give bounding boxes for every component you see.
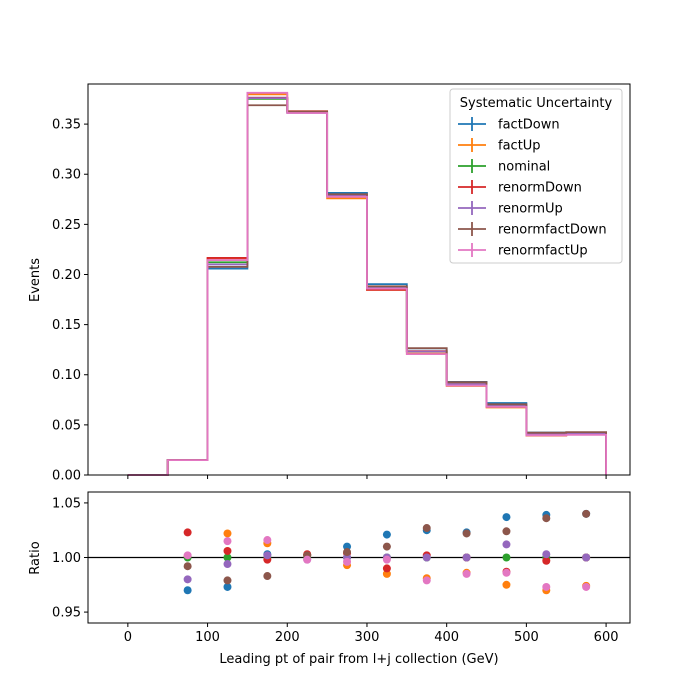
legend-box [449,88,623,264]
ratio-point [382,542,391,551]
legend: Systematic Uncertainty factDown factUp nom… [449,88,623,264]
main-y-tick-label: 0.05 [52,418,81,433]
main-y-tick-label: 0.25 [52,218,81,233]
ratio-point [183,562,192,571]
legend-label: renormUp [498,202,563,217]
legend-item-renormfactUp: renormfactUp [458,243,588,259]
main-plot-frame [87,83,631,476]
legend-title: Systematic Uncertainty [460,96,613,111]
main-y-tick-label: 0.15 [52,318,81,333]
main-y-tick-label: 0.30 [52,168,81,183]
histogram-series-group [127,91,607,476]
ratio-y-tick-label: 1.05 [52,496,81,511]
ratio-point [382,555,391,564]
x-tick-label: 500 [514,630,539,645]
ratio-point [502,580,511,589]
legend-label: nominal [498,160,550,175]
legend-label: factDown [498,118,560,133]
ratio-point [582,509,591,518]
ratio-point [502,527,511,536]
legend-label: renormfactUp [498,244,588,259]
step-line-renormfactUp [127,91,607,476]
ratio-point [462,569,471,578]
legend-item-renormUp: renormUp [458,201,563,217]
ratio-point [183,551,192,560]
x-tick-label: 300 [355,630,380,645]
main-y-tick-label: 0.35 [52,118,81,133]
ratio-point [263,536,272,545]
ratio-point [542,550,551,559]
x-tick-label: 0 [124,630,132,645]
ratio-point [502,513,511,522]
legend-item-renormfactDown: renormfactDown [458,222,607,238]
ratio-x-axis: 0 100 200 300 400 500 600 [124,623,619,645]
ratio-y-axis: 0.95 1.00 1.05 [52,496,88,621]
ratio-point [223,560,232,569]
main-x-axis [127,475,607,479]
ratio-point [502,553,511,562]
ratio-point [542,582,551,591]
main-y-tick-label: 0.10 [52,368,81,383]
ratio-point [462,553,471,562]
ratio-point [542,514,551,523]
x-tick-label: 600 [594,630,619,645]
ratio-point [223,553,232,562]
ratio-y-tick-label: 1.00 [52,551,81,566]
ratio-point [502,540,511,549]
ratio-point [382,564,391,573]
legend-item-nominal: nominal [458,159,550,175]
ratio-y-tick-label: 0.95 [52,606,81,621]
main-histogram-panel: 0.000.050.100.150.200.250.300.35 Events … [28,83,631,484]
ratio-point [223,582,232,591]
ratio-y-axis-label: Ratio [28,541,43,574]
x-axis-label: Leading pt of pair from l+j collection (… [219,652,498,667]
ratio-point [582,553,591,562]
x-tick-label: 100 [195,630,220,645]
ratio-point [422,553,431,562]
ratio-point [223,546,232,555]
ratio-point [223,529,232,538]
main-y-axis-label: Events [28,258,43,302]
ratio-point [422,524,431,533]
legend-label: factUp [498,139,541,154]
ratio-point [223,537,232,546]
main-y-tick-label: 0.20 [52,268,81,283]
ratio-points-group [183,509,591,595]
ratio-point [422,576,431,585]
histogram-series-renormfactUp [127,91,607,476]
ratio-point [542,556,551,565]
main-y-axis: 0.00 0.05 0.10 0.15 0.20 0.25 0.30 0.35 [52,118,88,484]
ratio-point [263,551,272,560]
legend-item-factUp: factUp [458,138,541,154]
x-tick-label: 200 [275,630,300,645]
ratio-point [502,568,511,577]
legend-item-renormDown: renormDown [458,180,582,196]
ratio-point [582,582,591,591]
ratio-series-renormfactUp [183,536,591,591]
main-y-tick-label: 0.00 [52,469,81,484]
ratio-point [343,557,352,566]
ratio-point [183,586,192,595]
ratio-point [303,555,312,564]
legend-item-factDown: factDown [458,117,560,133]
ratio-point [343,548,352,557]
ratio-point [183,575,192,584]
ratio-panel: 0.95 1.00 1.05 0 100 200 300 400 500 600 Ratio L… [28,491,631,667]
ratio-point [223,576,232,585]
x-tick-label: 400 [434,630,459,645]
legend-entries: factDown factUp nominal renormDown renormUp r… [458,117,607,259]
ratio-point [462,529,471,538]
legend-label: renormfactDown [498,223,607,238]
legend-label: renormDown [498,181,582,196]
ratio-point [183,528,192,537]
ratio-point [382,530,391,539]
ratio-plot-frame [87,491,631,624]
ratio-point [263,572,272,581]
